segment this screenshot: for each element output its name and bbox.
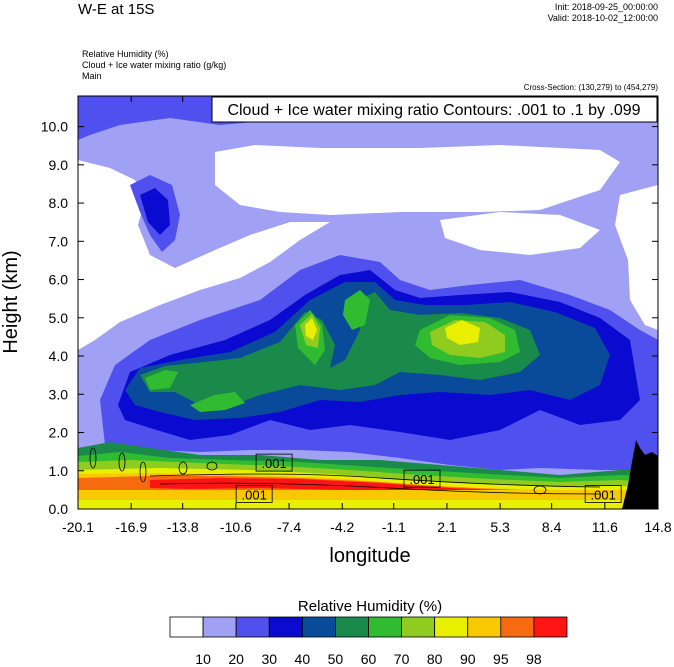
colorbar-swatch [335, 616, 369, 638]
y-tick-label: 0.0 [49, 501, 69, 517]
valid-time-label: Valid: 2018-10-02_12:00:00 [547, 13, 658, 23]
contour-info-box [211, 96, 658, 123]
y-tick-label: 5.0 [49, 310, 69, 326]
colorbar-swatch [169, 616, 204, 638]
y-tick-label: 6.0 [49, 272, 69, 288]
field-name-cloud: Cloud + Ice water mixing ratio (g/kg) [82, 60, 227, 70]
chart-title: W-E at 15S [78, 1, 155, 18]
colorbar-swatch [467, 616, 502, 638]
field-name-rh: Relative Humidity (%) [82, 49, 169, 59]
contour-label-box [584, 485, 622, 503]
y-tick-label: 3.0 [49, 386, 69, 402]
y-tick-label: 8.0 [49, 195, 69, 211]
x-tick-label: 2.1 [437, 519, 457, 535]
x-tick-label: 8.4 [542, 519, 562, 535]
x-tick-label: 5.3 [490, 519, 510, 535]
x-tick-label: -16.9 [115, 519, 147, 535]
field-name-main: Main [82, 71, 102, 81]
x-tick-label: -1.1 [382, 519, 406, 535]
y-axis: 0.0 1.0 2.0 3.0 4.0 5.0 6.0 7.0 8.0 9.0 10.0 [41, 119, 658, 517]
colorbar-level-label: 98 [526, 651, 542, 667]
colorbar-swatch [500, 616, 535, 638]
x-tick-label: 14.8 [644, 519, 671, 535]
colorbar-level-label: 60 [361, 651, 377, 667]
x-axis-label: longitude [329, 545, 410, 567]
y-tick-label: 10.0 [41, 119, 68, 135]
colorbar-swatch [533, 616, 568, 638]
x-tick-label: -7.4 [277, 519, 301, 535]
contour-label: .001 [591, 487, 616, 502]
contour-label: .001 [261, 456, 286, 471]
y-tick-label: 2.0 [49, 425, 69, 441]
init-time-label: Init: 2018-09-25_00:00:00 [554, 2, 658, 12]
contour-label-box [403, 469, 441, 488]
colorbar-level-label: 30 [261, 651, 277, 667]
colorbar-level-label: 20 [228, 651, 244, 667]
contour-label: .001 [409, 472, 434, 487]
colorbar-swatch [202, 616, 237, 638]
colorbar-level-label: 90 [460, 651, 476, 667]
colorbar-level-label: 50 [328, 651, 344, 667]
y-axis-label: Height (km) [0, 250, 22, 353]
y-tick-label: 1.0 [49, 463, 69, 479]
x-tick-label: -10.6 [220, 519, 252, 535]
colorbar-swatch [434, 616, 469, 638]
colorbar-swatch [301, 616, 336, 638]
contour-label: .001 [242, 487, 267, 502]
humidity-field [78, 96, 658, 509]
y-tick-label: 9.0 [49, 157, 69, 173]
colorbar-level-label: 95 [493, 651, 509, 667]
plot-frame [77, 95, 659, 510]
colorbar-title: Relative Humidity (%) [298, 598, 442, 615]
x-tick-label: -20.1 [62, 519, 94, 535]
x-axis: -20.1 -16.9 -13.8 -10.6 -7.4 -4.2 -1.1 2.1 5.3 8.… [62, 96, 672, 535]
y-tick-label: 7.0 [49, 233, 69, 249]
x-tick-label: 11.6 [592, 519, 618, 535]
y-tick-label: 4.0 [49, 348, 69, 364]
contour-info-text: Cloud + Ice water mixing ratio Contours:… [227, 102, 640, 119]
colorbar-swatch [401, 616, 436, 638]
colorbar-swatch [268, 616, 303, 638]
contour-label-box [235, 485, 273, 503]
colorbar-swatch [368, 616, 402, 638]
colorbar-level-label: 80 [427, 651, 443, 667]
colorbar-level-label: 10 [195, 651, 211, 667]
colorbar: 10 20 30 40 50 60 70 80 90 95 98 [169, 616, 568, 667]
colorbar-level-label: 40 [295, 651, 311, 667]
colorbar-swatch [235, 616, 270, 638]
contour-labels: .001 .001 .001 .001 [235, 453, 622, 503]
colorbar-level-label: 70 [394, 651, 410, 667]
x-tick-label: -13.8 [167, 519, 199, 535]
contour-label-box [255, 453, 293, 472]
cross-section-label: Cross-Section: (130,279) to (454,279) [523, 83, 658, 92]
x-tick-label: -4.2 [330, 519, 354, 535]
